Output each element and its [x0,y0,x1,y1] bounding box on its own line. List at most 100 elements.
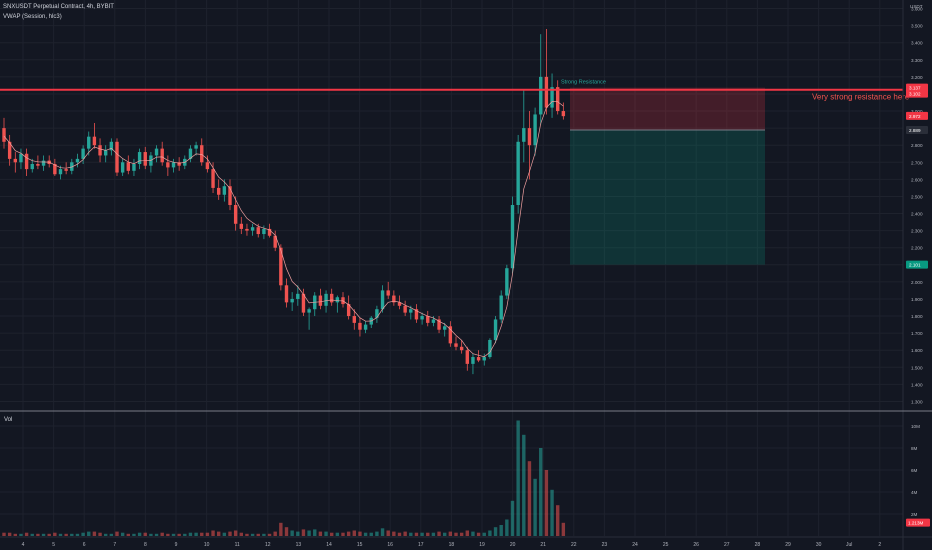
candle-body [2,128,6,142]
volume-bar [414,532,419,536]
candle-body [426,316,430,323]
candle-body [154,148,159,156]
price-tick-label: 3.600 [911,7,923,12]
time-tick-label: 17 [418,542,424,548]
time-tick-label: 7 [113,542,116,548]
volume-bar [426,532,430,536]
volume-bar [380,528,385,536]
candle-body [561,111,566,117]
candle-body [465,350,469,364]
volume-bar [386,530,390,536]
volume-bar [166,533,170,536]
time-tick-label: 9 [175,542,178,548]
volume-bar [47,533,51,536]
volume-bar [307,530,311,536]
candle-body [256,227,260,235]
time-tick-label: 15 [357,542,363,548]
candle-body [245,228,249,231]
candle-body [222,186,227,195]
candle-body [296,293,300,299]
volume-bar [53,532,57,536]
candle-body [7,141,12,159]
candle-body [499,295,503,320]
volume-bar [550,489,554,536]
price-tick-label: 1.400 [911,382,923,387]
time-tick-label: 18 [449,542,455,548]
volume-bar [149,533,153,536]
time-tick-label: 12 [265,542,271,548]
candle-body [392,295,396,303]
volume-bar [267,533,272,536]
volume-bar [183,533,187,536]
volume-pane-label: Vol [4,417,12,423]
price-tick-label: 2.400 [911,212,923,217]
candle-body [160,148,164,163]
volume-bar [346,531,351,536]
candle-body [120,162,125,173]
volume-bar [222,532,227,536]
candle-body [194,145,198,149]
candle-body [335,297,340,303]
candle-body [290,298,294,303]
volume-bar [75,533,80,536]
volume-bar [2,532,6,536]
symbol-title[interactable]: SNXUSDT Perpetual Contract, 4h, BYBIT [3,4,114,10]
volume-bar [330,532,334,536]
volume-tick-label: 6M [911,468,918,473]
volume-bar [482,532,486,536]
candle-body [273,235,277,248]
volume-bar [465,530,469,536]
volume-bar [200,532,204,536]
indicator-title[interactable]: VWAP (Session, hlc3) [3,14,62,20]
candle-body [75,158,80,163]
volume-tick-label: 4M [911,490,918,495]
volume-badge-label: 1.213M [908,521,923,526]
volume-bar [533,478,537,536]
time-tick-label: 22 [571,542,577,548]
volume-bar [437,531,441,536]
volume-bar [516,420,520,536]
volume-bar [137,532,142,536]
candle-body [177,162,181,166]
volume-bar [493,527,498,536]
volume-bar [194,532,198,536]
price-badge-label: 3.102 [909,92,921,97]
price-badge [906,126,928,135]
candle-body [437,319,441,330]
volume-bar [245,533,249,536]
time-tick-label: 21 [540,542,546,548]
volume-tick-label: 2M [911,512,918,517]
price-tick-label: 2.500 [911,194,923,199]
volume-bar [420,532,424,536]
candle-body [126,162,130,171]
time-tick-label: 5 [52,542,55,548]
volume-bar [375,531,379,536]
candle-body [431,319,436,323]
volume-bar [341,532,345,536]
candle-body [58,169,63,175]
volume-series [2,420,566,536]
volume-bar [13,533,17,536]
volume-bar [188,532,193,536]
volume-bar [476,532,481,536]
candle-body [70,162,74,171]
volume-bar [358,531,362,536]
resistance-label: Strong Resistance [561,80,606,86]
volume-bar [301,529,306,536]
price-badge-label: 2.889 [909,128,921,133]
volume-bar [92,531,97,536]
candle-body [87,136,91,149]
volume-bar [126,533,130,536]
price-tick-label: 1.300 [911,399,923,404]
volume-bar [279,522,283,536]
candle-body [386,290,390,296]
volume-bar [250,533,255,536]
price-badge-label: 2.972 [909,114,921,119]
volume-bar [41,533,46,536]
volume-bar [70,533,74,536]
volume-bar [273,531,277,536]
volume-bar [539,448,543,536]
candle-body [488,339,492,358]
candle-body [522,128,526,142]
